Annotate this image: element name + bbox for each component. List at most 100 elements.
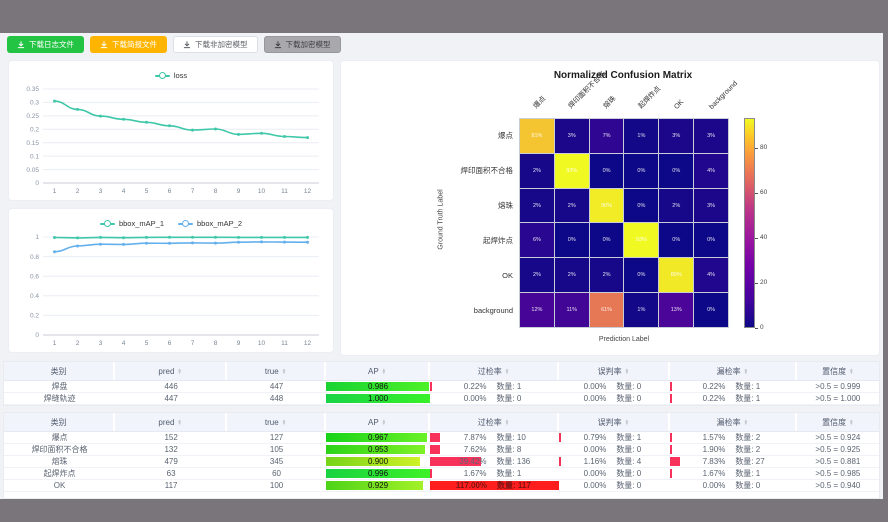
svg-text:0.1: 0.1	[30, 153, 39, 160]
column-header-5[interactable]: 误判率 ▲ ▼	[559, 362, 670, 380]
ap-bar	[326, 469, 430, 478]
rate-bar	[430, 457, 481, 466]
download-button-3[interactable]: 下载加密模型	[263, 36, 341, 53]
sort-icon[interactable]: ▲ ▼	[504, 366, 510, 375]
svg-text:11: 11	[281, 188, 288, 195]
matrix-cell: 93%	[624, 223, 659, 258]
matrix-cell: 0%	[624, 153, 659, 188]
column-header-4[interactable]: 过检率 ▲ ▼	[430, 362, 559, 380]
ap-bar	[326, 445, 426, 454]
column-header-label: 置信度	[822, 417, 847, 427]
colorbar-tick-label: 60	[760, 189, 768, 197]
rate-cell: 39.42% 数量: 136	[430, 456, 559, 467]
rate-cell: 1.90% 数量: 2	[669, 444, 797, 455]
rate-cell: 0.00% 数量: 0	[559, 444, 670, 455]
ap-value: 0.986	[368, 382, 389, 391]
sort-icon[interactable]: ▲ ▼	[743, 366, 749, 375]
rate-percent: 0.00%	[583, 382, 607, 391]
sort-icon[interactable]: ▲ ▼	[624, 366, 630, 375]
column-header-label: true	[264, 366, 279, 376]
download-button-2[interactable]: 下载非加密模型	[173, 36, 258, 53]
rate-bar	[430, 469, 433, 478]
svg-text:5: 5	[145, 188, 149, 195]
rate-count: 数量: 1	[735, 394, 761, 403]
sort-icon[interactable]: ▲ ▼	[381, 366, 387, 375]
legend-marker-icon	[178, 220, 193, 228]
ap-cell: 0.996	[326, 468, 430, 479]
legend-label: bbox_mAP_2	[197, 219, 243, 228]
column-header-5[interactable]: 误判率 ▲ ▼	[559, 413, 670, 431]
table-cell: 焊印面积不合格	[31, 445, 88, 454]
column-header-7[interactable]: 置信度 ▲ ▼	[797, 362, 879, 380]
legend-marker-icon	[154, 72, 170, 80]
sort-icon[interactable]: ▲ ▼	[381, 417, 387, 426]
matrix-row-label: 起焊炸点	[483, 236, 513, 245]
matrix-cell: 89%	[659, 258, 694, 293]
download-toolbar: 下载日志文件 下载简报文件 下载非加密模型 下载加密模型	[7, 36, 341, 53]
column-header-label: pred	[158, 366, 175, 376]
rate-bar	[558, 457, 561, 466]
legend-marker-icon	[99, 220, 115, 228]
column-header-label: 误判率	[597, 417, 622, 427]
rate-count: 数量: 8	[496, 445, 522, 454]
sort-icon[interactable]: ▲ ▼	[743, 417, 749, 426]
ap-bar	[326, 457, 420, 466]
column-header-7[interactable]: 置信度 ▲ ▼	[797, 413, 879, 431]
rate-count: 数量: 2	[735, 433, 761, 442]
rate-bar	[669, 457, 680, 466]
column-header-6[interactable]: 漏检率 ▲ ▼	[670, 362, 797, 380]
loss-chart-card: loss 0 0.05 0.1 0.15 0.2 0.25 0.3 0.35 1 2 3 4 5 6 7 8 9…	[8, 60, 334, 201]
svg-text:2: 2	[76, 188, 80, 195]
ap-cell: 0.986	[326, 381, 430, 392]
column-header-3[interactable]: AP ▲ ▼	[326, 413, 431, 431]
matrix-cell: 90%	[589, 188, 624, 223]
rate-bar	[430, 382, 433, 391]
column-header-1[interactable]: pred ▲ ▼	[115, 413, 228, 431]
download-button-1[interactable]: 下载简报文件	[90, 36, 167, 53]
matrix-row-label: OK	[502, 271, 513, 280]
sort-icon[interactable]: ▲ ▼	[177, 417, 182, 426]
column-header-1[interactable]: pred ▲ ▼	[115, 362, 228, 380]
matrix-cell: 0%	[589, 223, 624, 258]
sort-icon[interactable]: ▲ ▼	[177, 366, 182, 375]
table-cell: 127	[269, 433, 284, 442]
download-button-0[interactable]: 下载日志文件	[7, 36, 84, 53]
svg-text:3: 3	[99, 188, 103, 195]
svg-text:2: 2	[76, 340, 80, 347]
column-header-6[interactable]: 漏检率 ▲ ▼	[670, 413, 797, 431]
matrix-row-label: background	[473, 306, 513, 315]
matrix-cell: 0%	[589, 153, 624, 188]
rate-count: 数量: 1	[496, 469, 522, 478]
sort-icon[interactable]: ▲ ▼	[624, 417, 630, 426]
column-header-3[interactable]: AP ▲ ▼	[326, 362, 431, 380]
svg-text:0.8: 0.8	[30, 254, 39, 261]
sort-icon[interactable]: ▲ ▼	[849, 366, 854, 375]
rate-cell: 0.00% 数量: 0	[430, 393, 559, 404]
rate-cell: 7.87% 数量: 10	[430, 432, 559, 443]
table-cell: 447	[164, 394, 178, 403]
table-cell: 447	[269, 382, 284, 391]
sort-icon[interactable]: ▲ ▼	[849, 417, 854, 426]
matrix-cell: 3%	[694, 188, 728, 223]
column-header-label: AP	[367, 417, 379, 427]
rate-cell: 0.00% 数量: 0	[559, 381, 670, 392]
ap-value: 0.953	[368, 445, 389, 454]
legend-item-loss[interactable]: loss	[154, 68, 187, 83]
svg-text:6: 6	[168, 340, 172, 347]
legend-item-bbox_mAP_2[interactable]: bbox_mAP_2	[178, 216, 242, 231]
svg-text:0.3: 0.3	[30, 100, 39, 107]
column-header-label: 类别	[50, 417, 67, 427]
table-cell: 448	[269, 394, 284, 403]
legend-item-bbox_mAP_1[interactable]: bbox_mAP_1	[99, 216, 164, 231]
column-header-4[interactable]: 过检率 ▲ ▼	[430, 413, 559, 431]
matrix-cell: 3%	[659, 119, 694, 153]
table-row: 焊印面积不合格 132 105 0.953 7.62% 数量: 8 0.00% 数量: 0 1.…	[4, 444, 879, 456]
sort-icon[interactable]: ▲ ▼	[281, 366, 287, 375]
sort-icon[interactable]: ▲ ▼	[504, 417, 510, 426]
ap-bar	[326, 481, 423, 490]
sort-icon[interactable]: ▲ ▼	[281, 417, 287, 426]
column-header-2[interactable]: true ▲ ▼	[227, 362, 326, 380]
column-header-2[interactable]: true ▲ ▼	[227, 413, 326, 431]
matrix-cell: 0%	[659, 153, 694, 188]
table-cell: >0.5 = 0.940	[815, 481, 861, 490]
